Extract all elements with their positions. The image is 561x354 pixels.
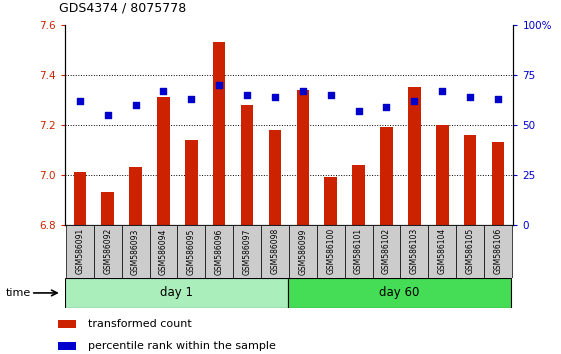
Text: GSM586098: GSM586098 <box>270 228 279 274</box>
Bar <box>324 177 337 225</box>
Text: GSM586106: GSM586106 <box>494 228 503 274</box>
Bar <box>177 225 205 278</box>
Point <box>327 92 335 98</box>
Bar <box>352 165 365 225</box>
Bar <box>464 135 476 225</box>
Bar <box>269 130 281 225</box>
Text: GSM586104: GSM586104 <box>438 228 447 274</box>
Bar <box>436 125 448 225</box>
Point <box>354 108 363 114</box>
Text: GSM586100: GSM586100 <box>327 228 335 274</box>
Text: GSM586094: GSM586094 <box>159 228 168 275</box>
Bar <box>317 225 344 278</box>
Text: time: time <box>6 288 31 298</box>
Text: GSM586096: GSM586096 <box>215 228 224 275</box>
Text: GSM586099: GSM586099 <box>298 228 307 275</box>
Point <box>131 102 140 108</box>
Point <box>382 104 391 110</box>
Bar <box>150 225 177 278</box>
Bar <box>288 278 511 308</box>
Bar <box>401 225 428 278</box>
Bar <box>58 320 76 329</box>
Point <box>410 98 419 104</box>
Text: day 60: day 60 <box>379 286 419 299</box>
Text: GDS4374 / 8075778: GDS4374 / 8075778 <box>59 1 186 14</box>
Text: GSM586095: GSM586095 <box>187 228 196 275</box>
Bar <box>344 225 373 278</box>
Text: GSM586093: GSM586093 <box>131 228 140 275</box>
Bar <box>261 225 289 278</box>
Bar <box>456 225 484 278</box>
Point <box>103 112 112 118</box>
Text: GSM586105: GSM586105 <box>466 228 475 274</box>
Point <box>215 82 224 88</box>
Point <box>298 88 307 93</box>
Point <box>466 94 475 99</box>
Bar <box>289 225 317 278</box>
Bar <box>491 142 504 225</box>
Point <box>242 92 251 98</box>
Point <box>270 94 279 99</box>
Point <box>75 98 84 104</box>
Bar <box>241 105 254 225</box>
Text: GSM586092: GSM586092 <box>103 228 112 274</box>
Bar <box>484 225 512 278</box>
Bar <box>185 140 197 225</box>
Bar <box>213 42 226 225</box>
Text: day 1: day 1 <box>159 286 192 299</box>
Bar <box>205 225 233 278</box>
Bar <box>233 225 261 278</box>
Text: GSM586103: GSM586103 <box>410 228 419 274</box>
Text: percentile rank within the sample: percentile rank within the sample <box>88 341 275 350</box>
Point <box>438 88 447 93</box>
Bar <box>66 225 94 278</box>
Bar <box>102 192 114 225</box>
Text: GSM586102: GSM586102 <box>382 228 391 274</box>
Text: GSM586097: GSM586097 <box>242 228 251 275</box>
Bar <box>297 90 309 225</box>
Bar <box>94 225 122 278</box>
Text: GSM586101: GSM586101 <box>354 228 363 274</box>
Bar <box>157 97 170 225</box>
Bar <box>122 225 150 278</box>
Bar <box>428 225 456 278</box>
Point <box>159 88 168 93</box>
Bar <box>380 127 393 225</box>
Point <box>187 96 196 102</box>
Bar <box>58 342 76 350</box>
Point <box>494 96 503 102</box>
Bar <box>408 87 421 225</box>
Bar <box>130 167 142 225</box>
Bar <box>65 278 288 308</box>
Text: transformed count: transformed count <box>88 319 191 329</box>
Text: GSM586091: GSM586091 <box>75 228 84 274</box>
Bar <box>373 225 401 278</box>
Bar <box>73 172 86 225</box>
